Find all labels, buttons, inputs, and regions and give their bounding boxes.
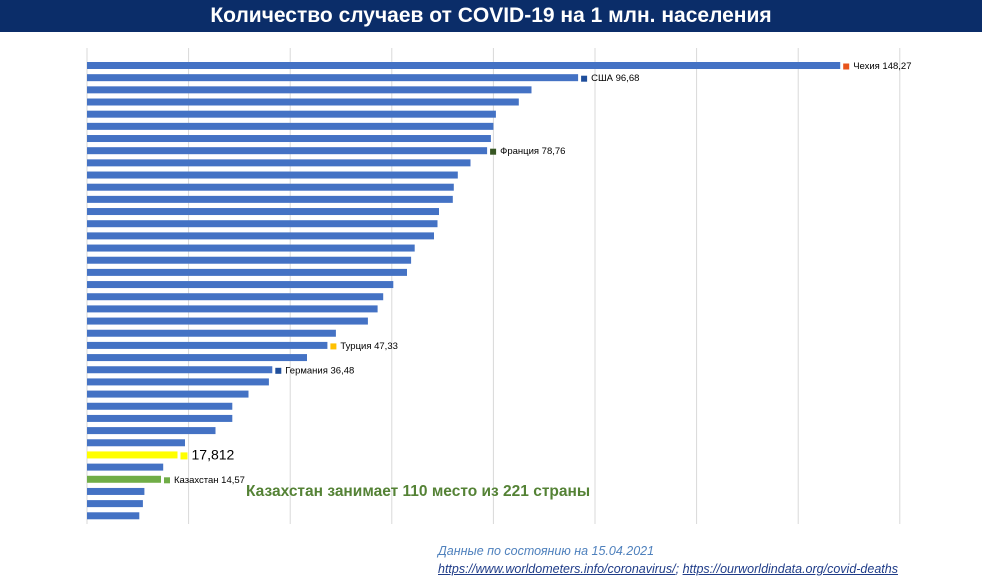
bar [87,439,185,447]
bar [87,378,269,386]
label-marker [843,63,850,70]
data-date: Данные по состоянию на 15.04.2021 [438,544,655,558]
bar [87,293,384,301]
bar [87,183,454,191]
bar [87,171,458,179]
bar [87,475,161,483]
data-label: США 96,68 [591,73,639,84]
source-footnote: Данные по состоянию на 15.04.2021 https:… [438,542,978,578]
bar [87,463,164,471]
bar [87,110,496,118]
bar [87,135,491,143]
bar [87,390,249,398]
bar [87,256,412,264]
source-separator: ; [675,562,680,576]
worldometers-link[interactable]: https://www.worldometers.info/coronaviru… [438,562,676,576]
data-label: Германия 36,48 [285,365,354,376]
bar [87,244,415,252]
bar [87,74,579,82]
bar [87,281,394,289]
bar [87,268,407,276]
data-label: Франция 78,76 [500,146,565,157]
bar [87,86,532,94]
bar [87,232,434,240]
bar [87,402,233,410]
bar [87,220,438,228]
data-labels: Чехия 148,27 США 96,68 Франция 78,76 Турция… [164,61,912,486]
bar [87,354,307,362]
bar [87,329,336,337]
label-marker [490,148,497,155]
bar [87,159,471,167]
label-marker [275,367,282,374]
label-marker [164,477,170,484]
ourworldindata-link[interactable]: https://ourworldindata.org/covid-deaths [682,562,898,576]
label-marker [330,343,337,350]
bar-chart: Чехия 148,27 США 96,68 Франция 78,76 Турция… [86,48,912,524]
label-marker [581,75,588,82]
bar [87,451,178,459]
data-label: Чехия 148,27 [853,61,911,72]
bar [87,427,216,435]
bar [87,512,140,520]
bar [87,122,494,130]
label-marker [180,452,188,460]
bar [87,500,143,508]
data-label: Турция 47,33 [340,341,398,352]
bar [87,366,273,374]
chart-title: Количество случаев от COVID-19 на 1 млн.… [0,0,982,32]
bar [87,195,453,203]
bar [87,147,488,155]
bar [87,305,378,313]
bar [87,414,233,422]
bars [87,62,841,520]
bar [87,62,841,69]
data-label: Казахстан 14,57 [174,475,245,486]
data-label: 17,812 [192,447,235,463]
bar [87,208,439,216]
ranking-annotation: Казахстан занимает 110 место из 221 стра… [246,483,590,500]
bar [87,98,519,106]
bar [87,487,145,495]
bar [87,341,328,349]
bar [87,317,368,325]
source-links: https://www.worldometers.info/coronaviru… [438,560,978,578]
